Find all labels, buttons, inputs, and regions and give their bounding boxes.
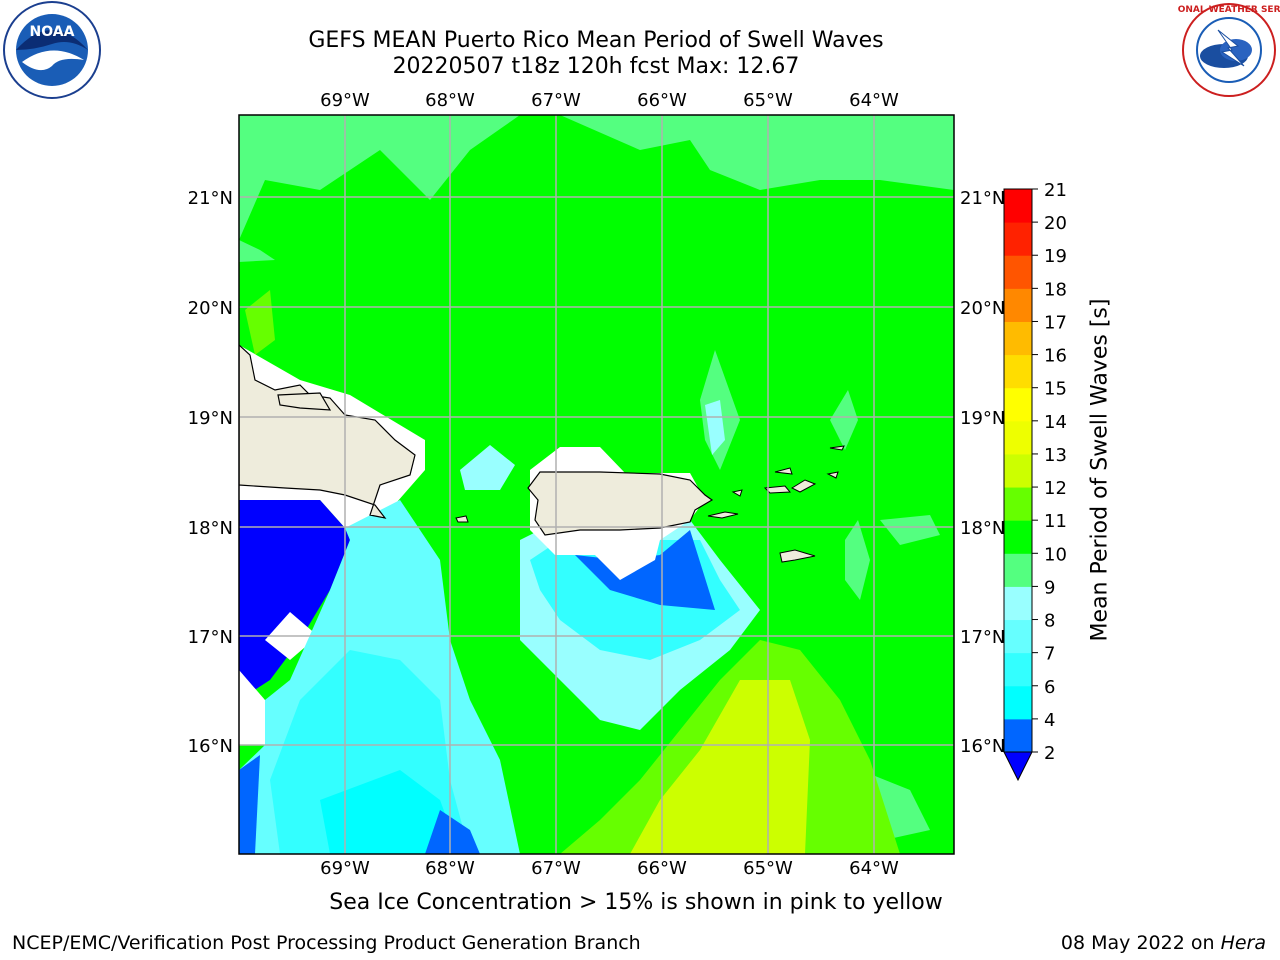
lat-label: 21°N [960, 188, 1005, 209]
nws-logo: NATIONAL WEATHER SERVICE [1154, 0, 1280, 102]
colorbar-segment [1004, 487, 1032, 521]
lon-label: 64°W [849, 858, 899, 879]
nws-text: NATIONAL WEATHER SERVICE [1178, 5, 1280, 15]
machine-name: Hera [1220, 932, 1266, 954]
colorbar-segment [1004, 288, 1032, 322]
colorbar-segment [1004, 619, 1032, 654]
lat-label: 18°N [960, 518, 1005, 539]
colorbar-segment [1004, 553, 1032, 587]
colorbar-segment [1004, 354, 1032, 389]
credit-line: NCEP/EMC/Verification Post Processing Pr… [12, 932, 641, 954]
colorbar-tick-label: 6 [1044, 677, 1055, 698]
chart-subtitle: 20220507 t18z 120h fcst Max: 12.67 [392, 54, 800, 79]
lat-labels-left: 21°N 20°N 19°N 18°N 17°N 16°N [188, 188, 233, 757]
lat-labels-right: 21°N 20°N 19°N 18°N 17°N 16°N [960, 188, 1005, 757]
colorbar-tick-label: 9 [1044, 577, 1055, 598]
lon-labels-bottom: 69°W 68°W 67°W 66°W 65°W 64°W [320, 858, 899, 879]
lon-label: 65°W [743, 858, 793, 879]
lon-label: 68°W [425, 90, 475, 111]
colorbar-segment [1004, 189, 1032, 223]
colorbar-tick-label: 21 [1044, 180, 1067, 201]
colorbar-tick-label: 18 [1044, 279, 1067, 300]
lat-label: 18°N [188, 518, 233, 539]
lon-label: 67°W [531, 858, 581, 879]
colorbar-tick-label: 13 [1044, 445, 1067, 466]
colorbar-segment [1004, 321, 1032, 356]
colorbar-segment [1004, 420, 1032, 455]
colorbar-tick-label: 7 [1044, 644, 1055, 665]
lon-label: 67°W [531, 90, 581, 111]
lat-label: 17°N [960, 627, 1005, 648]
lon-label: 68°W [425, 858, 475, 879]
lon-label: 69°W [320, 858, 370, 879]
lon-label: 64°W [849, 90, 899, 111]
lat-label: 21°N [188, 188, 233, 209]
noaa-logo: NOAA [0, 0, 104, 104]
lat-label: 16°N [188, 736, 233, 757]
colorbar-tick-label: 10 [1044, 544, 1067, 565]
colorbar-tick-label: 19 [1044, 246, 1067, 267]
graticule [239, 115, 954, 854]
lat-label: 16°N [960, 736, 1005, 757]
colorbar-tick-label: 14 [1044, 412, 1067, 433]
lon-label: 69°W [320, 90, 370, 111]
lon-label: 66°W [637, 90, 687, 111]
lat-label: 19°N [960, 408, 1005, 429]
colorbar-tick-label: 17 [1044, 312, 1067, 333]
date-stamp: 08 May 2022 on Hera [1061, 932, 1266, 954]
colorbar-segment [1004, 718, 1032, 753]
sea-ice-note: Sea Ice Concentration > 15% is shown in … [329, 890, 943, 915]
colorbar-tick-label: 15 [1044, 379, 1067, 400]
lat-label: 19°N [188, 408, 233, 429]
colorbar-segment [1004, 685, 1032, 720]
colorbar: 2 4 6 7 8 9 10 11 12 13 14 15 16 17 18 19 20 21 [1003, 180, 1067, 782]
lon-label: 66°W [637, 858, 687, 879]
colorbar-segment [1004, 453, 1032, 488]
date-text: 08 May 2022 on [1060, 932, 1215, 954]
colorbar-segment [1004, 586, 1032, 621]
chart-title: GEFS MEAN Puerto Rico Mean Period of Swe… [308, 28, 884, 53]
colorbar-tick-label: 11 [1044, 511, 1067, 532]
colorbar-tick-label: 4 [1044, 710, 1055, 731]
colorbar-tick-label: 8 [1044, 611, 1055, 632]
map-frame [238, 114, 955, 855]
lat-label: 20°N [188, 298, 233, 319]
noaa-text: NOAA [30, 24, 75, 40]
colorbar-segment [1004, 520, 1032, 554]
colorbar-label: Mean Period of Swell Waves [s] [1087, 298, 1113, 642]
colorbar-extend-arrow [1003, 751, 1033, 782]
colorbar-segment [1004, 652, 1032, 687]
colorbar-segment [1004, 222, 1032, 256]
colorbar-segment [1004, 387, 1032, 422]
lon-labels-top: 69°W 68°W 67°W 66°W 65°W 64°W [320, 90, 899, 111]
colorbar-segment [1004, 255, 1032, 289]
lat-label: 20°N [960, 298, 1005, 319]
lon-label: 65°W [743, 90, 793, 111]
colorbar-tick-label: 16 [1044, 346, 1067, 367]
lat-label: 17°N [188, 627, 233, 648]
colorbar-tick-label: 12 [1044, 478, 1067, 499]
colorbar-tick-label: 20 [1044, 213, 1067, 234]
coastlines [239, 344, 845, 563]
colorbar-tick-label: 2 [1044, 743, 1055, 764]
colorbar-outline [1003, 188, 1033, 753]
